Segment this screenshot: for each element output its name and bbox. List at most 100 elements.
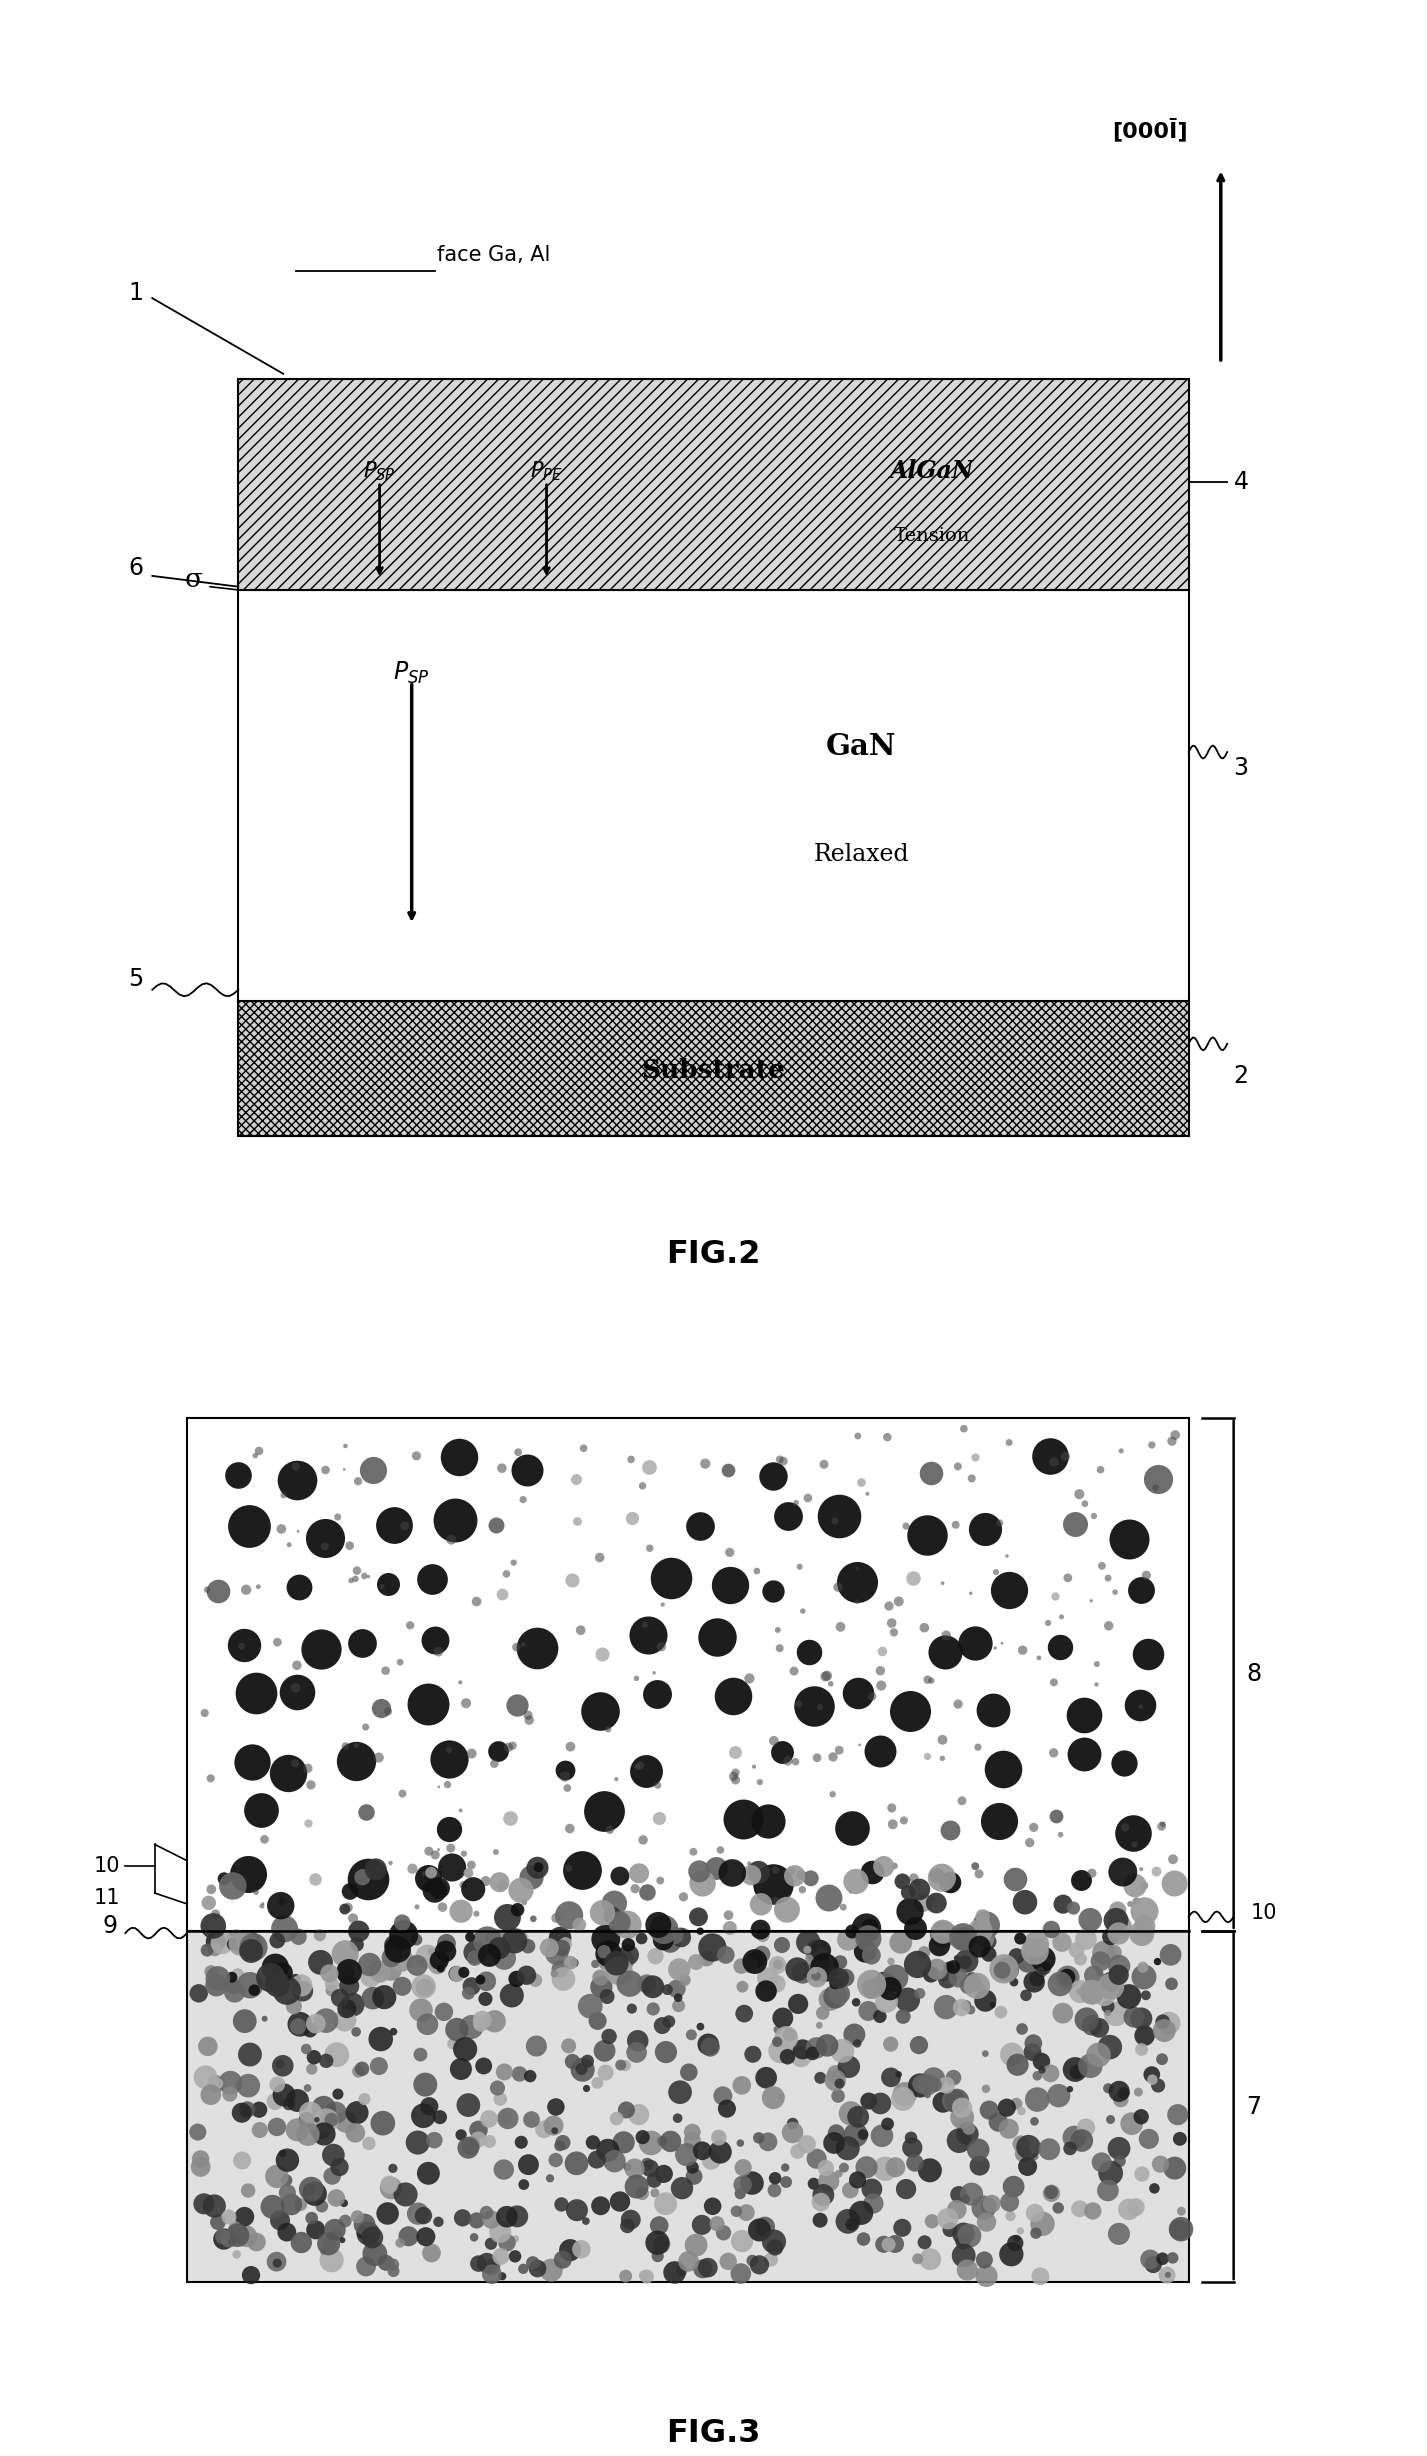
Point bbox=[688, 1852, 711, 1891]
Point bbox=[458, 1918, 481, 1957]
Point bbox=[462, 2218, 485, 2257]
Point bbox=[233, 2198, 255, 2237]
Point bbox=[434, 1933, 457, 1972]
Point bbox=[632, 2255, 655, 2294]
Point bbox=[649, 1862, 672, 1901]
Point bbox=[953, 1918, 976, 1957]
Point bbox=[1130, 1913, 1153, 1953]
Point bbox=[482, 1744, 505, 1783]
Point bbox=[234, 2218, 257, 2257]
Point bbox=[608, 1857, 631, 1896]
Point bbox=[975, 1906, 997, 1945]
Point bbox=[1075, 2107, 1097, 2147]
Point bbox=[748, 1852, 771, 1891]
Point bbox=[1146, 1459, 1169, 1498]
Point bbox=[816, 2026, 839, 2065]
Point bbox=[950, 1781, 973, 1820]
Point bbox=[328, 1977, 351, 2016]
Bar bbox=[187, 1417, 1189, 1930]
Point bbox=[626, 1746, 649, 1786]
Point bbox=[669, 1918, 692, 1957]
Point bbox=[942, 2080, 965, 2120]
Point bbox=[691, 1864, 714, 1903]
Point bbox=[554, 1756, 577, 1795]
Point bbox=[1103, 1572, 1126, 1611]
Point bbox=[432, 1992, 455, 2031]
Point bbox=[738, 1945, 761, 1984]
Point bbox=[200, 1758, 223, 1798]
Point bbox=[1067, 1474, 1090, 1513]
Point bbox=[1152, 2240, 1174, 2279]
Point bbox=[654, 2183, 676, 2223]
Point bbox=[939, 2210, 962, 2250]
Point bbox=[1096, 1994, 1119, 2034]
Point bbox=[682, 2156, 705, 2196]
Point bbox=[636, 2144, 659, 2183]
Point bbox=[970, 1970, 993, 2009]
Point bbox=[559, 1943, 582, 1982]
Point bbox=[390, 1940, 412, 1980]
Point bbox=[303, 2038, 325, 2078]
Point bbox=[604, 1884, 626, 1923]
Point bbox=[782, 1650, 805, 1690]
Point bbox=[809, 2201, 832, 2240]
Point bbox=[646, 2237, 669, 2277]
Point bbox=[197, 2026, 220, 2065]
Point bbox=[846, 1582, 869, 1621]
Point bbox=[608, 1950, 631, 1989]
Point bbox=[360, 1957, 382, 1997]
Point bbox=[625, 1658, 648, 1697]
Point bbox=[283, 1987, 305, 2026]
Point bbox=[505, 1685, 528, 1724]
Point bbox=[344, 2112, 367, 2151]
Point bbox=[225, 1921, 248, 1960]
Point bbox=[1040, 1911, 1063, 1950]
Point bbox=[948, 2176, 970, 2215]
Point bbox=[354, 1793, 377, 1832]
Point bbox=[1104, 1994, 1127, 2034]
Point bbox=[880, 1788, 903, 1827]
Point bbox=[1050, 1923, 1073, 1962]
Point bbox=[996, 1950, 1019, 1989]
Point bbox=[883, 2225, 906, 2264]
Point bbox=[753, 2208, 776, 2247]
Point bbox=[846, 1673, 869, 1712]
Point bbox=[786, 1984, 809, 2024]
Point bbox=[860, 2169, 883, 2208]
Point bbox=[517, 1926, 539, 1965]
Point bbox=[987, 2102, 1010, 2142]
Point bbox=[883, 1957, 906, 1997]
Point bbox=[1099, 2100, 1122, 2139]
Point bbox=[946, 2191, 969, 2230]
Point bbox=[244, 1871, 267, 1911]
Point bbox=[786, 2132, 809, 2171]
Point bbox=[709, 2132, 732, 2171]
Point bbox=[972, 1896, 995, 1935]
Point bbox=[457, 2085, 479, 2124]
Point bbox=[802, 1687, 825, 1727]
Point bbox=[772, 1999, 795, 2038]
Text: 1: 1 bbox=[128, 280, 143, 305]
Point bbox=[491, 1449, 514, 1488]
Point bbox=[1104, 1901, 1127, 1940]
Point bbox=[742, 2034, 765, 2073]
Point bbox=[525, 1628, 548, 1668]
Point bbox=[1122, 1813, 1144, 1852]
Point bbox=[571, 1852, 594, 1891]
Point bbox=[1029, 1953, 1052, 1992]
Point bbox=[668, 1987, 691, 2026]
Point bbox=[936, 2198, 959, 2237]
Point bbox=[1134, 1975, 1157, 2014]
Point bbox=[1056, 1557, 1079, 1596]
Point bbox=[639, 2149, 662, 2188]
Point bbox=[641, 1967, 664, 2007]
Point bbox=[1089, 1449, 1112, 1488]
Point bbox=[806, 1739, 829, 1778]
Point bbox=[936, 1960, 959, 1999]
Point bbox=[479, 2247, 502, 2287]
Point bbox=[1152, 2002, 1174, 2041]
Point bbox=[377, 2193, 400, 2233]
Point bbox=[327, 2075, 350, 2115]
Point bbox=[551, 1928, 574, 1967]
Bar bbox=[238, 378, 1189, 589]
